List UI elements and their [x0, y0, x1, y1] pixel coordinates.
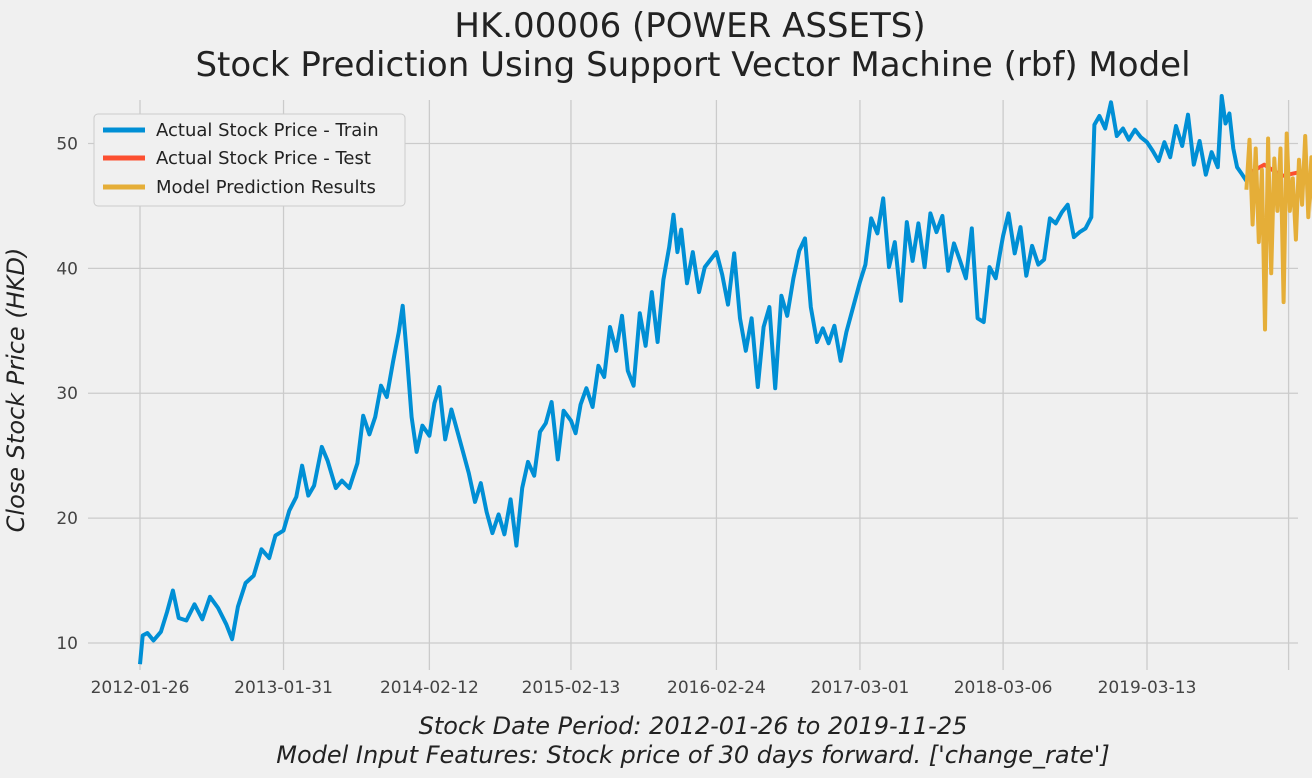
x-axis-label-line1: Stock Date Period: 2012-01-26 to 2019-11… [419, 712, 968, 740]
x-axis-ticks: 2012-01-26 2013-01-31 2014-02-12 2015-02-13… [91, 678, 1197, 698]
x-tick-label: 2018-03-06 [954, 678, 1053, 698]
y-tick-label: 30 [56, 384, 78, 404]
legend: Actual Stock Price - Train Actual Stock … [93, 113, 406, 207]
x-tick-label: 2017-03-01 [811, 678, 910, 698]
legend-label-prediction: Model Prediction Results [156, 177, 376, 198]
x-tick-label: 2019-03-13 [1098, 678, 1197, 698]
y-tick-label: 20 [56, 509, 78, 529]
y-tick-label: 40 [56, 259, 78, 279]
x-tick-label: 2014-02-12 [380, 678, 479, 698]
x-tick-label: 2012-01-26 [91, 678, 190, 698]
x-axis-label-line2: Model Input Features: Stock price of 30 … [276, 741, 1110, 769]
y-tick-label: 10 [56, 634, 78, 654]
legend-box [93, 113, 406, 207]
chart-title-line2: Stock Prediction Using Support Vector Ma… [195, 45, 1190, 85]
x-tick-label: 2013-01-31 [234, 678, 333, 698]
legend-label-train: Actual Stock Price - Train [156, 120, 379, 141]
y-tick-label: 50 [56, 134, 78, 154]
y-axis-ticks: 10 20 30 40 50 [56, 134, 78, 654]
chart-title-line1: HK.00006 (POWER ASSETS) [454, 6, 925, 46]
y-axis-label: Close Stock Price (HKD) [2, 248, 30, 533]
grid [88, 100, 1298, 670]
plot-area [138, 94, 1312, 665]
x-tick-label: 2015-02-13 [522, 678, 621, 698]
x-tick-label: 2016-02-24 [667, 678, 766, 698]
series-train-line [138, 94, 1249, 665]
legend-label-test: Actual Stock Price - Test [156, 148, 371, 169]
series-prediction-line [1244, 131, 1312, 332]
